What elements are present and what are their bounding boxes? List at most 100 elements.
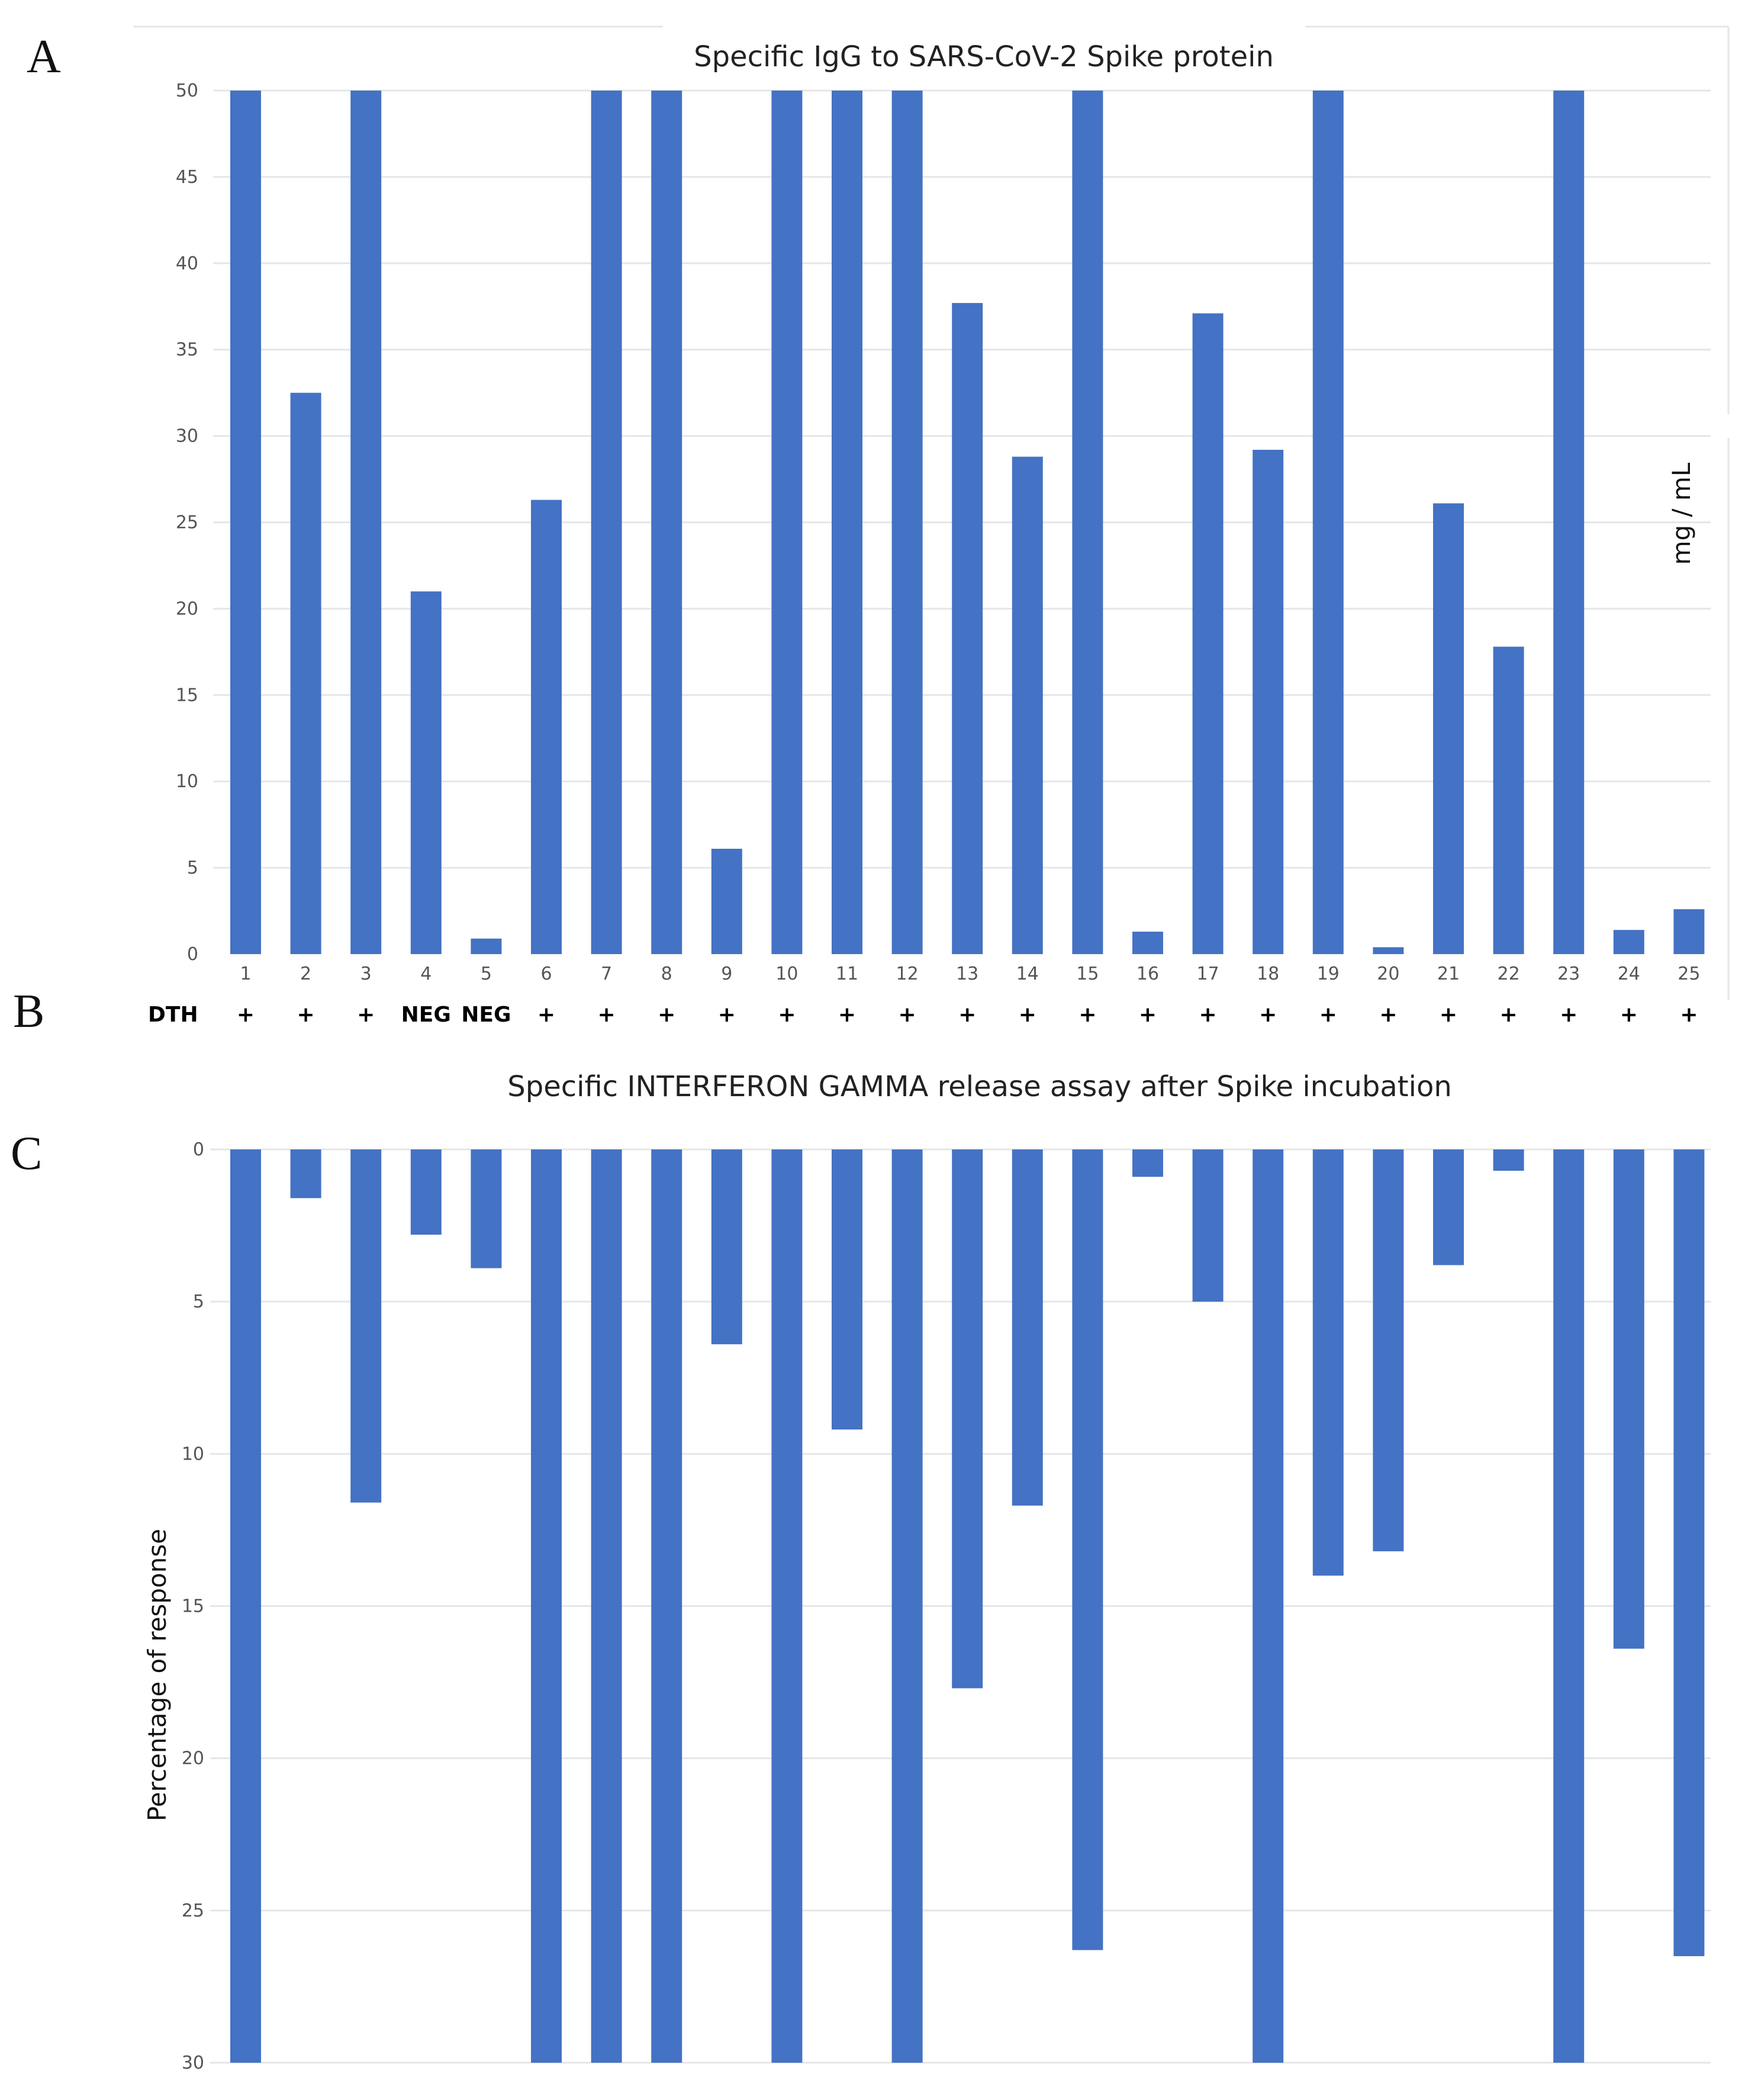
chart-c-bar [531,1149,562,2063]
chart-a-y-tick-label: 20 [176,598,198,619]
dth-value: NEG [461,1003,511,1027]
chart-a-x-tick-label: 16 [1136,964,1159,984]
chart-a-y-axis-title: mg / mL [1667,462,1696,565]
chart-a-x-tick-label: 12 [896,964,919,984]
dth-label: DTH [148,1003,198,1027]
chart-c-bar [711,1149,742,1345]
chart-a-x-tick-label: 17 [1197,964,1219,984]
chart-a-bar [832,91,862,954]
chart-c-bar [1493,1149,1524,1171]
chart-a-x-tick-label: 8 [661,964,672,984]
dth-value: + [297,1003,315,1027]
chart-c-bar [471,1149,502,1268]
chart-c-bar [1613,1149,1644,1649]
chart-a-y-tick-label: 40 [176,253,198,274]
chart-c-bar [410,1149,442,1235]
chart-a-bar [1072,91,1103,954]
dth-value: + [778,1003,796,1027]
chart-a-bar [952,302,983,954]
chart-a-y-tick-label: 45 [176,167,198,188]
dth-value: + [899,1003,916,1027]
dth-value: + [658,1003,675,1027]
dth-value: + [598,1003,616,1027]
dth-value: + [1560,1003,1577,1027]
chart-a-y-tick-label: 50 [176,80,198,101]
chart-a-bar [1012,456,1043,954]
chart-a-y-tick-labels: 0 5 10 15 20 25 30 35 40 45 50 [176,80,198,965]
chart-a-bar [1493,646,1524,954]
chart-a-bar [1553,91,1585,954]
dth-value: + [1319,1003,1337,1027]
chart-a-bars [230,91,1705,954]
chart-c-y-tick-label: 10 [182,1444,204,1464]
chart-c-bar [1673,1149,1705,1956]
chart-c-bar [1132,1149,1163,1177]
dth-value: + [1680,1003,1698,1027]
dth-value: + [1019,1003,1036,1027]
dth-value: + [1259,1003,1277,1027]
dth-value: + [1379,1003,1397,1027]
chart-a-bar [1373,947,1404,954]
chart-c: Specific INTERFERON GAMMA release assay … [143,1070,1711,2073]
chart-a-bar [230,91,261,954]
dth-value: + [1440,1003,1457,1027]
dth-value: + [1139,1003,1157,1027]
chart-a-bar [1673,909,1705,954]
dth-row: DTH + + + NEG NEG + + + + + + + + + + + + + + + + + + + + [148,1003,1698,1027]
chart-c-y-tick-labels: 0 5 10 15 20 25 30 [182,1139,204,2073]
chart-a-x-tick-label: 5 [481,964,492,984]
chart-a-bar [1192,313,1224,954]
chart-a-x-tick-label: 21 [1437,964,1460,984]
chart-a-x-tick-label: 19 [1317,964,1340,984]
chart-a-bar [531,500,562,954]
chart-a-bar [1253,449,1284,954]
chart-a-x-tick-label: 7 [601,964,612,984]
chart-a-x-tick-labels: 1 2 3 4 5 6 7 8 9 10 11 12 13 14 15 16 17 18 19 20 21 22 23 24 2… [240,964,1700,984]
chart-c-bar [1312,1149,1344,1576]
dth-value: + [1078,1003,1096,1027]
chart-c-y-tick-label: 5 [193,1291,204,1312]
dth-value: NEG [401,1003,451,1027]
chart-a-x-tick-label: 14 [1016,964,1039,984]
chart-c-bar [651,1149,682,2063]
chart-c-y-tick-label: 0 [193,1139,204,1160]
dth-value: + [357,1003,375,1027]
chart-c-y-tick-label: 15 [182,1596,204,1617]
chart-c-y-axis-title: Percentage of response [143,1529,172,1821]
chart-a-bar [591,91,622,954]
chart-a-title: Specific IgG to SARS-CoV-2 Spike protein [694,40,1274,73]
chart-c-bar [350,1149,382,1503]
chart-a-x-tick-label: 24 [1618,964,1640,984]
panel-label-a: A [27,31,61,83]
chart-a-x-tick-label: 22 [1498,964,1520,984]
chart-c-bar [591,1149,622,2063]
chart-c-bar [1373,1149,1404,1551]
chart-a-x-tick-label: 13 [956,964,978,984]
chart-a-bar [891,91,923,954]
dth-value: + [718,1003,736,1027]
chart-a-bar [350,91,382,954]
chart-a: Specific IgG to SARS-CoV-2 Spike protein… [133,25,1730,1000]
chart-c-bars [230,1149,1705,2063]
chart-a-x-tick-label: 1 [240,964,251,984]
chart-a-x-tick-label: 3 [360,964,372,984]
chart-a-y-tick-label: 35 [176,340,198,360]
dth-values: + + + NEG NEG + + + + + + + + + + + + + + + + + + + + [237,1003,1698,1027]
chart-a-y-tick-label: 15 [176,685,198,706]
chart-a-x-tick-label: 2 [300,964,311,984]
chart-a-x-tick-label: 20 [1377,964,1399,984]
chart-a-bar [290,392,321,954]
chart-a-bar [771,91,803,954]
chart-a-x-tick-label: 4 [420,964,432,984]
chart-a-y-tick-label: 25 [176,513,198,533]
chart-a-x-tick-label: 18 [1257,964,1279,984]
chart-c-bar [1433,1149,1464,1265]
dth-value: + [537,1003,555,1027]
chart-a-y-tick-label: 5 [187,858,198,878]
dth-value: + [1500,1003,1518,1027]
chart-a-bar [1613,930,1644,954]
chart-c-bar [230,1149,261,2063]
chart-c-bar [1192,1149,1224,1302]
chart-a-x-tick-label: 23 [1557,964,1580,984]
